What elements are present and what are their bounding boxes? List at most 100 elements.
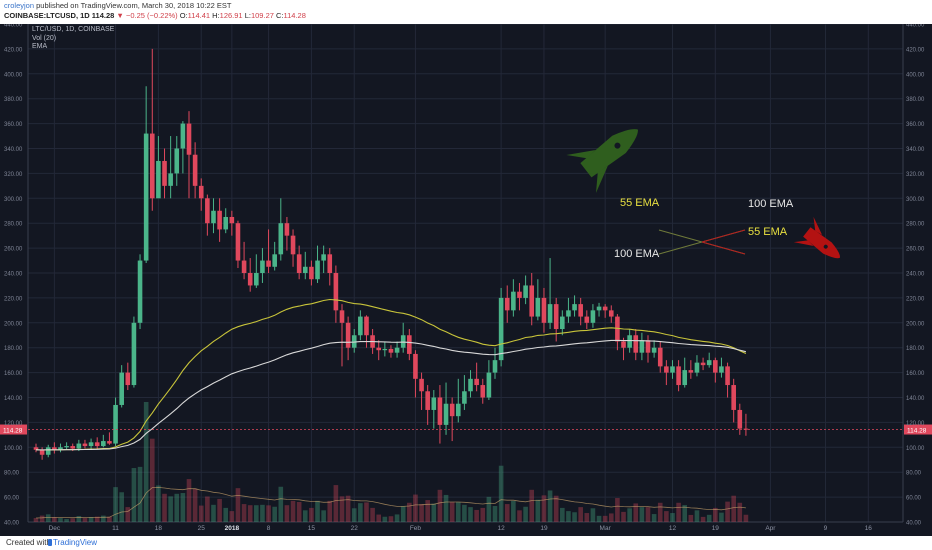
candle-body [58, 447, 63, 450]
candle-body [645, 340, 651, 353]
candle-body [290, 235, 296, 255]
candle-body [119, 372, 124, 405]
candle-body [474, 378, 479, 386]
candle-body [205, 198, 210, 224]
volume-bar [664, 511, 669, 522]
volume-bar [58, 518, 63, 522]
candle-body [578, 304, 583, 317]
volume-bar [682, 505, 688, 522]
candle-body [272, 254, 277, 267]
y-tick-label-right: 180.00 [906, 346, 925, 352]
author-link[interactable]: croleyjon [4, 1, 35, 10]
volume-bar [431, 503, 437, 522]
y-tick-label-left: 60.00 [4, 496, 20, 502]
volume-bar [321, 510, 326, 522]
candle-body [737, 409, 743, 429]
down-arrow-icon: ▼ [116, 11, 124, 20]
volume-bar [407, 502, 412, 522]
volume-bar [64, 519, 69, 522]
label-100-ema-left: 100 EMA [614, 248, 660, 260]
y-tick-label-left: 420.00 [4, 47, 23, 53]
ema-55-line [35, 298, 747, 451]
candle-body [107, 441, 112, 444]
volume-bar [180, 493, 186, 522]
volume-bar [254, 505, 259, 522]
candle-body [394, 347, 400, 353]
created-with-text: Created with [6, 538, 51, 547]
legend-symbol[interactable]: LTC/USD, 1D, COINBASE [32, 26, 115, 33]
y-tick-label-right: 240.00 [906, 272, 925, 278]
volume-bar [413, 494, 418, 522]
candle-body [168, 173, 173, 186]
candle-body [217, 210, 222, 230]
candle-body [449, 403, 455, 417]
volume-bar [486, 496, 492, 522]
y-tick-label-left: 240.00 [4, 272, 23, 278]
y-tick-label-right: 400.00 [906, 72, 925, 78]
y-tick-label-right: 300.00 [906, 197, 925, 203]
y-tick-label-left: 120.00 [4, 421, 23, 427]
candle-body [608, 310, 614, 317]
open-label: O: [179, 11, 188, 20]
x-axis[interactable]: Dec 11 18 25 2018 8 15 22 Feb 12 19 Mar 12 19 Apr 9 16 [49, 525, 873, 532]
published-text: published on TradingView.com, March 30, … [36, 1, 232, 10]
y-tick-label-left: 180.00 [4, 346, 23, 352]
volume-bar [376, 514, 382, 522]
volume-bar [590, 508, 596, 522]
volume-bar [694, 510, 700, 522]
legend-ema[interactable]: EMA [32, 43, 48, 50]
ema-100-line [35, 339, 747, 451]
candle-body [76, 443, 82, 449]
volume-bar [76, 515, 82, 522]
chart-area[interactable]: 114.28 114.28 40.00 60.00 80.00 100.00 120.00… [0, 23, 932, 536]
y-tick-label-right: 280.00 [906, 222, 925, 228]
volume-bar [657, 502, 663, 522]
candle-body [425, 391, 430, 410]
candle-body [223, 216, 229, 230]
last-price-label-right: 114.28 [907, 428, 927, 435]
candle-body [247, 273, 253, 286]
candle-body [156, 160, 161, 199]
x-tick-label: 15 [308, 525, 316, 532]
y-axis-left[interactable]: 40.00 60.00 80.00 100.00 120.00 140.00 160.00 1… [4, 23, 23, 527]
volume-bar [547, 490, 553, 522]
y-tick-label-left: 380.00 [4, 97, 23, 103]
y-tick-label-left: 80.00 [4, 471, 20, 477]
volume-bar [608, 513, 614, 522]
candle-body [407, 335, 412, 354]
volume-bar [706, 514, 712, 522]
volume-bar [205, 496, 210, 522]
label-55-ema-left: 55 EMA [620, 197, 660, 209]
candle-body [560, 316, 565, 330]
y-tick-label-left: 260.00 [4, 247, 23, 253]
volume-bar [621, 511, 626, 522]
volume-bar [223, 507, 229, 522]
y-tick-label-left: 300.00 [4, 197, 23, 203]
volume-bar [700, 516, 706, 522]
x-tick-label: 12 [498, 525, 506, 532]
rocket-up-icon [566, 129, 638, 193]
candle-body [651, 347, 657, 353]
legend-volume[interactable]: Vol (20) [32, 34, 57, 42]
x-tick-label: 2018 [225, 525, 240, 532]
candle-body [431, 397, 437, 410]
tradingview-link[interactable]: TradingView [53, 538, 98, 547]
x-tick-label: 11 [112, 525, 119, 532]
price-chart[interactable]: 114.28 114.28 40.00 60.00 80.00 100.00 120.00… [0, 23, 932, 536]
volume-bar [149, 438, 155, 522]
candle-body [88, 442, 94, 447]
candle-body [278, 223, 284, 255]
candle-body [529, 285, 535, 317]
candle-body [670, 366, 675, 373]
y-axis-right[interactable]: 40.00 60.00 80.00 100.00 120.00 140.00 160.00 1… [906, 23, 925, 527]
candle-body [113, 404, 118, 444]
volume-bar [290, 500, 296, 522]
high-label: H: [212, 11, 220, 20]
volume-bar [309, 507, 314, 522]
volume-bar [425, 500, 430, 522]
candle-body [382, 348, 388, 351]
volume-bar [162, 493, 167, 522]
candle-body [413, 353, 418, 379]
y-tick-label-right: 260.00 [906, 247, 925, 253]
candle-body [309, 266, 314, 280]
